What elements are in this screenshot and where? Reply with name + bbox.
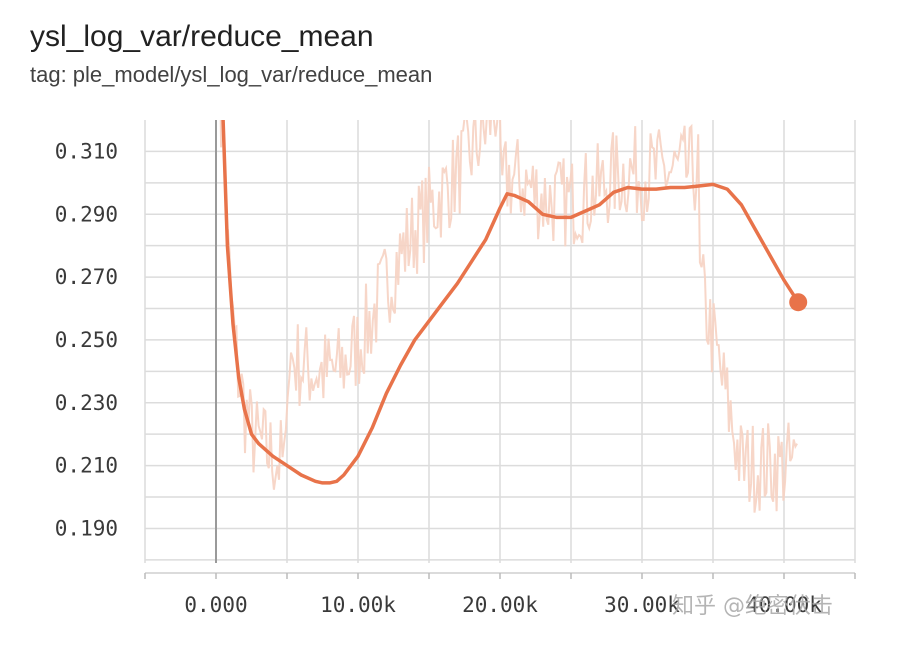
y-tick-label: 0.290 [55,202,118,226]
raw-series-line [219,120,798,513]
y-tick-label: 0.230 [55,391,118,415]
x-tick-label: 0.000 [184,593,247,617]
x-tick-label: 30.00k [604,593,680,617]
y-tick-label: 0.270 [55,265,118,289]
smoothed-series-line [221,120,800,485]
x-tick-label: 20.00k [462,593,538,617]
y-tick-label: 0.210 [55,454,118,478]
y-tick-label: 0.190 [55,516,118,540]
y-tick-label: 0.250 [55,328,118,352]
chart-subtitle: tag: ple_model/ysl_log_var/reduce_mean [30,62,433,87]
current-point-marker [789,293,808,312]
x-tick-label: 10.00k [320,593,396,617]
y-tick-label: 0.310 [55,139,118,163]
watermark: 知乎 @绝密伏击 [672,594,833,619]
chart-title: ysl_log_var/reduce_mean [30,20,374,53]
x-tick-label: 40.00k [746,593,822,617]
